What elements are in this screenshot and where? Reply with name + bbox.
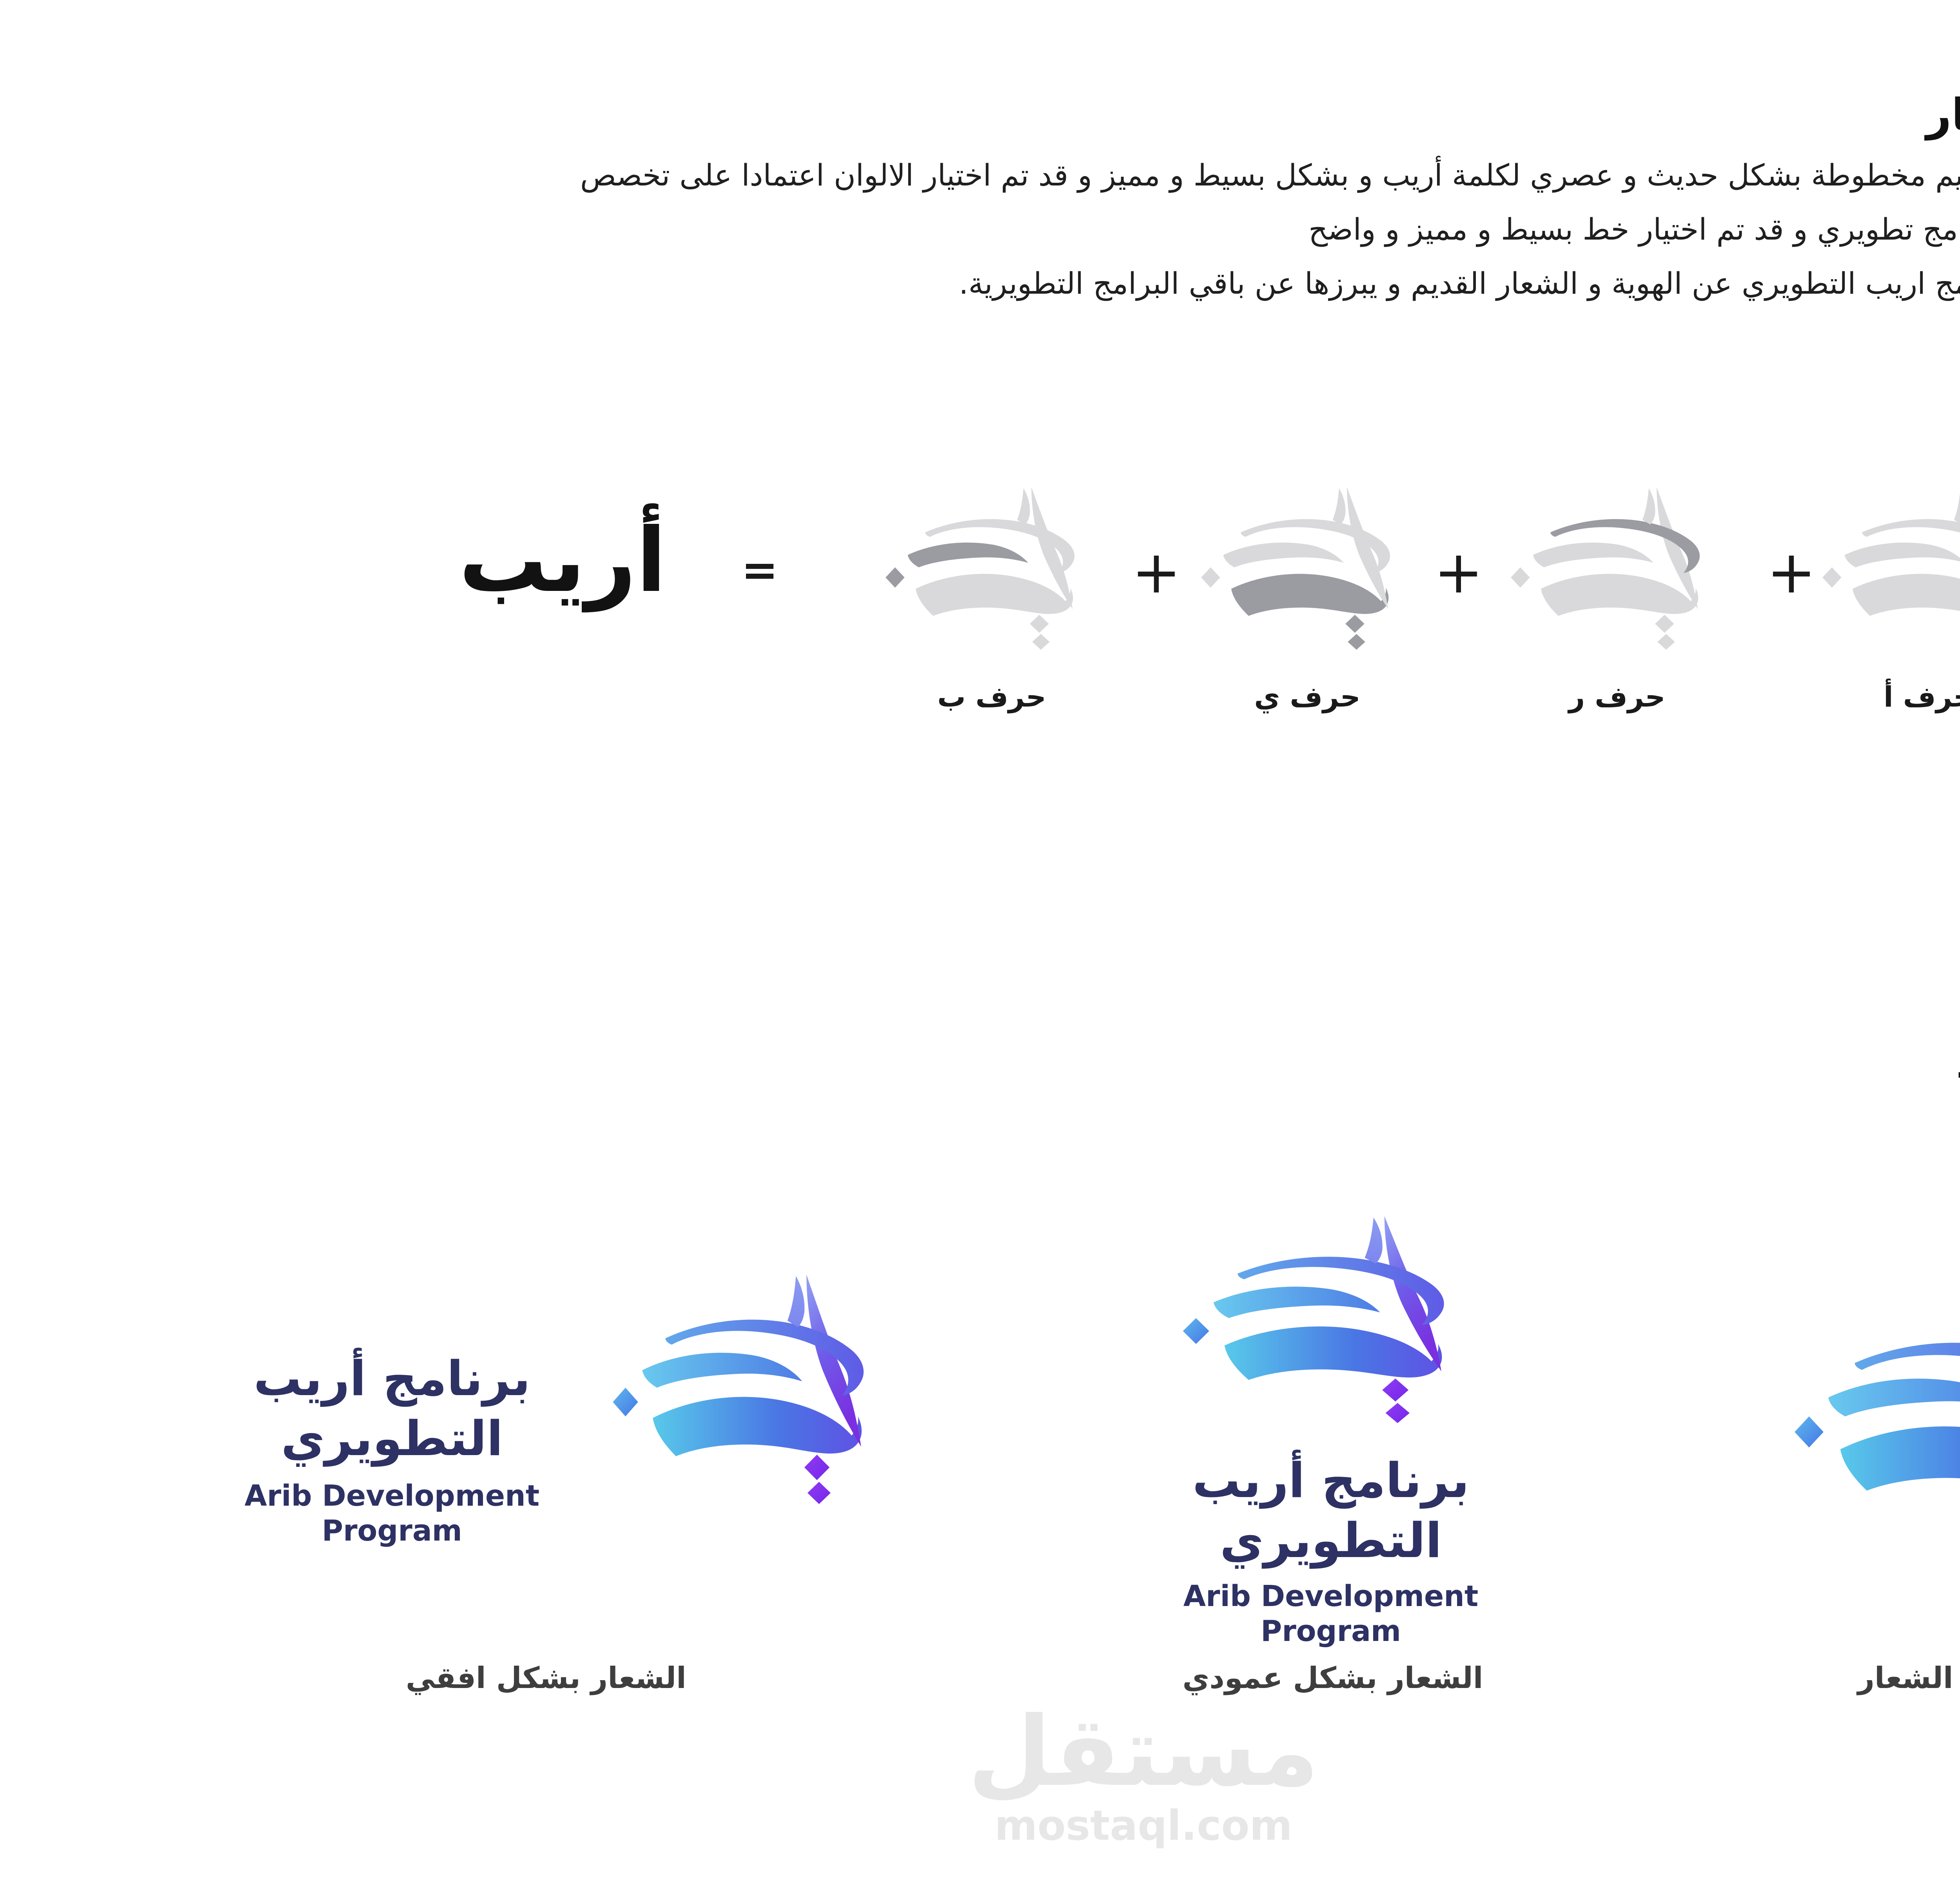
wave-middle-ba [1223, 542, 1344, 567]
alif-stroke [1347, 487, 1388, 609]
wave-bottom-ya [1231, 574, 1389, 616]
wave-middle-ba [1844, 542, 1960, 567]
logo-mark-letter-alif [1821, 482, 1960, 651]
logo-mark-letter-ba [884, 482, 1100, 651]
concept-line-2: المشروع الذي يعتبر برنامج تطويري و قد تم… [1308, 212, 1960, 247]
arib-logo-mark [613, 1274, 864, 1504]
plus-sign-2: + [1434, 538, 1483, 607]
concept-line-3: كل هذا لتتميز هوية برنامج اريب التطويري … [959, 266, 1960, 301]
logo-vertical-english-name: Arib Development Program [1183, 1579, 1479, 1648]
arib-logo-mark [1183, 1216, 1444, 1423]
caption-icon: ايقونة الشعار [1857, 1661, 1960, 1695]
letter-label-ya: حرف ي [1254, 680, 1361, 713]
concept-line-1: في هذا النموذج تم تصميم مخطوطة بشكل حديث… [580, 158, 1960, 193]
alif-stroke [806, 1274, 861, 1447]
watermark-domain: mostaql.com [995, 1802, 1292, 1850]
wave-top-ra [925, 519, 1075, 573]
arib-logo-mark [1201, 487, 1390, 650]
arib-logo-mark [1511, 487, 1700, 650]
diamond-bottom-2 [1657, 634, 1675, 650]
letter-label-alif: حرف أ [1883, 680, 1960, 713]
wave-bottom-ya [1852, 574, 1960, 616]
diamond-left [613, 1388, 638, 1417]
wave-top-ra [1241, 519, 1390, 573]
diamond-left [886, 567, 905, 588]
diamond-bottom-2 [807, 1482, 831, 1504]
wave-middle-ba [1828, 1379, 1960, 1417]
logo-vertical-arabic-name: برنامج أريب التطويري [1192, 1453, 1470, 1568]
wave-top-ra [1550, 519, 1700, 573]
wave-top-ra [1238, 1257, 1444, 1325]
diamond-bottom-2 [1385, 1403, 1410, 1423]
diamond-left [1795, 1416, 1824, 1448]
logo-horizontal-arabic-name: برنامج أريب التطويري [253, 1351, 531, 1466]
wave-middle-ba [642, 1353, 802, 1388]
letter-label-ba: حرف ب [937, 680, 1046, 713]
diamond-left [1183, 1318, 1209, 1344]
flame-tip [1365, 1217, 1383, 1264]
flame-tip [1642, 488, 1655, 525]
diamond-bottom-1 [1030, 614, 1049, 633]
flame-tip [787, 1276, 805, 1327]
logo-mark-letter-ra [1509, 482, 1725, 651]
wave-middle-ba [907, 542, 1029, 567]
logo-horizontal-text: برنامج أريب التطويري Arib Development Pr… [184, 1349, 600, 1548]
wave-bottom-ya [915, 574, 1073, 616]
flame-tip [1954, 492, 1960, 523]
diamond-bottom-2 [1348, 634, 1365, 650]
letter-label-ra: حرف ر [1568, 680, 1666, 713]
diamond-left [1201, 567, 1220, 588]
equals-sign: = [741, 545, 778, 596]
diamond-bottom-1 [1345, 614, 1365, 633]
flame-tip [1017, 488, 1030, 525]
flame-tip [1332, 488, 1346, 525]
plus-sign-3: + [1767, 538, 1816, 607]
caption-horizontal: الشعار بشكل افقي [406, 1661, 686, 1695]
logo-horizontal-mark [611, 1266, 897, 1506]
alif-stroke [1384, 1216, 1441, 1372]
diamond-bottom-2 [1032, 634, 1050, 650]
diamond-left [1511, 567, 1530, 588]
arib-logo-mark [886, 487, 1075, 650]
wave-bottom-ya [1541, 574, 1699, 616]
diamond-bottom-1 [804, 1454, 830, 1480]
logo-vertical-text: برنامج أريب التطويري Arib Development Pr… [1115, 1451, 1546, 1649]
arib-logo-mark [1822, 492, 1960, 616]
equation-result-word: أريب [459, 509, 666, 612]
diamond-bottom-1 [1382, 1378, 1409, 1402]
alif-stroke [1657, 487, 1698, 609]
concept-paragraph: في هذا النموذج تم تصميم مخطوطة بشكل حديث… [580, 148, 1960, 311]
diamond-bottom-1 [1655, 614, 1674, 633]
caption-vertical: الشعار بشكل عمودي [1182, 1661, 1483, 1695]
wave-bottom-ya [653, 1397, 862, 1456]
diamond-left [1822, 567, 1842, 588]
concept-heading: مفهوم الشعار [1926, 89, 1960, 140]
watermark: مستقل mostaql.com [947, 1704, 1339, 1846]
watermark-arabic-logo: مستقل [967, 1696, 1319, 1808]
wave-bottom-ya [1840, 1426, 1960, 1491]
plus-sign-1: + [1132, 538, 1181, 607]
wave-top-ra [1862, 519, 1960, 537]
logo-icon-mark [1792, 1285, 1960, 1544]
wave-top-ra [665, 1319, 864, 1396]
logo-vertical-mark [1181, 1209, 1479, 1425]
arib-logo-mark [1795, 1343, 1960, 1491]
wave-middle-ba [1533, 542, 1654, 567]
logo-horizontal-english-name: Arib Development Program [244, 1479, 540, 1548]
wave-top-ra [1855, 1343, 1960, 1370]
wave-bottom-ya [1224, 1326, 1442, 1380]
wave-middle-ba [1213, 1286, 1380, 1318]
logo-mark-letter-ya [1200, 482, 1415, 651]
alif-stroke [1031, 487, 1073, 609]
